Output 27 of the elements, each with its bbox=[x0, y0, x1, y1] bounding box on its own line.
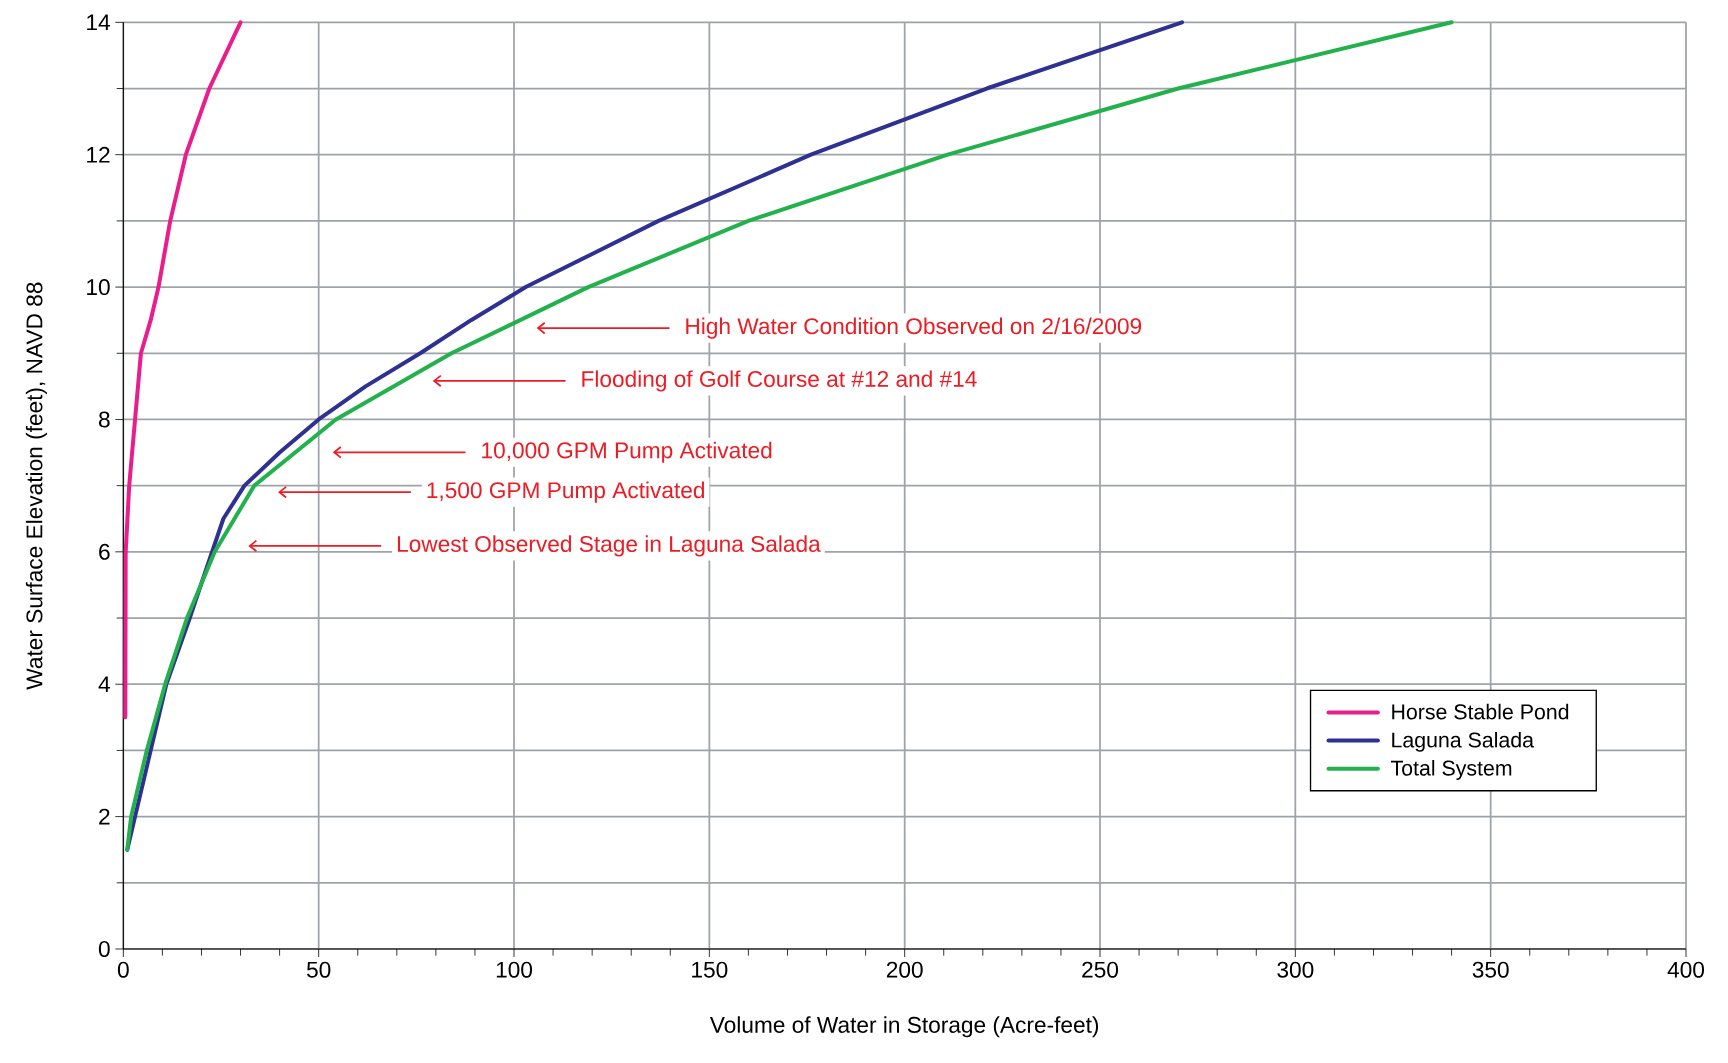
y-tick-label: 12 bbox=[87, 146, 110, 163]
y-tick-label: 2 bbox=[99, 808, 110, 825]
x-axis-title: Volume of Water in Storage (Acre-feet) bbox=[709, 1016, 1099, 1038]
x-tick-label: 350 bbox=[1472, 961, 1509, 978]
annotation: High Water Condition Observed on 2/16/2009 bbox=[686, 317, 1142, 339]
x-tick-label: 100 bbox=[496, 961, 533, 978]
x-tick-label: 200 bbox=[886, 961, 923, 978]
x-tick-label: 250 bbox=[1082, 961, 1119, 978]
annotation: 10,000 GPM Pump Activated bbox=[482, 441, 772, 463]
y-tick-label: 4 bbox=[98, 676, 110, 693]
annotation: Lowest Observed Stage in Laguna Salada bbox=[397, 535, 821, 557]
y-axis-title: Water Surface Elevation (feet), NAVD 88 bbox=[25, 282, 47, 690]
legend-label: Laguna Salada bbox=[1392, 731, 1534, 752]
y-tick-label: 6 bbox=[99, 543, 110, 560]
legend-label: Horse Stable Pond bbox=[1392, 703, 1569, 720]
y-tick-label: 8 bbox=[99, 411, 110, 428]
y-tick-label: 10 bbox=[87, 279, 110, 296]
y-tick-label: 0 bbox=[98, 940, 110, 958]
annotation: 1,500 GPM Pump Activated bbox=[427, 481, 705, 503]
legend-label: Total System bbox=[1390, 760, 1512, 780]
x-tick-label: 300 bbox=[1277, 961, 1314, 978]
annotation: Flooding of Golf Course at #12 and #14 bbox=[582, 370, 977, 392]
x-tick-label: 50 bbox=[306, 961, 331, 978]
y-tick-label: 14 bbox=[87, 14, 110, 31]
x-tick-label: 0 bbox=[117, 961, 129, 978]
x-tick-label: 400 bbox=[1667, 961, 1705, 978]
x-tick-label: 150 bbox=[692, 961, 728, 978]
